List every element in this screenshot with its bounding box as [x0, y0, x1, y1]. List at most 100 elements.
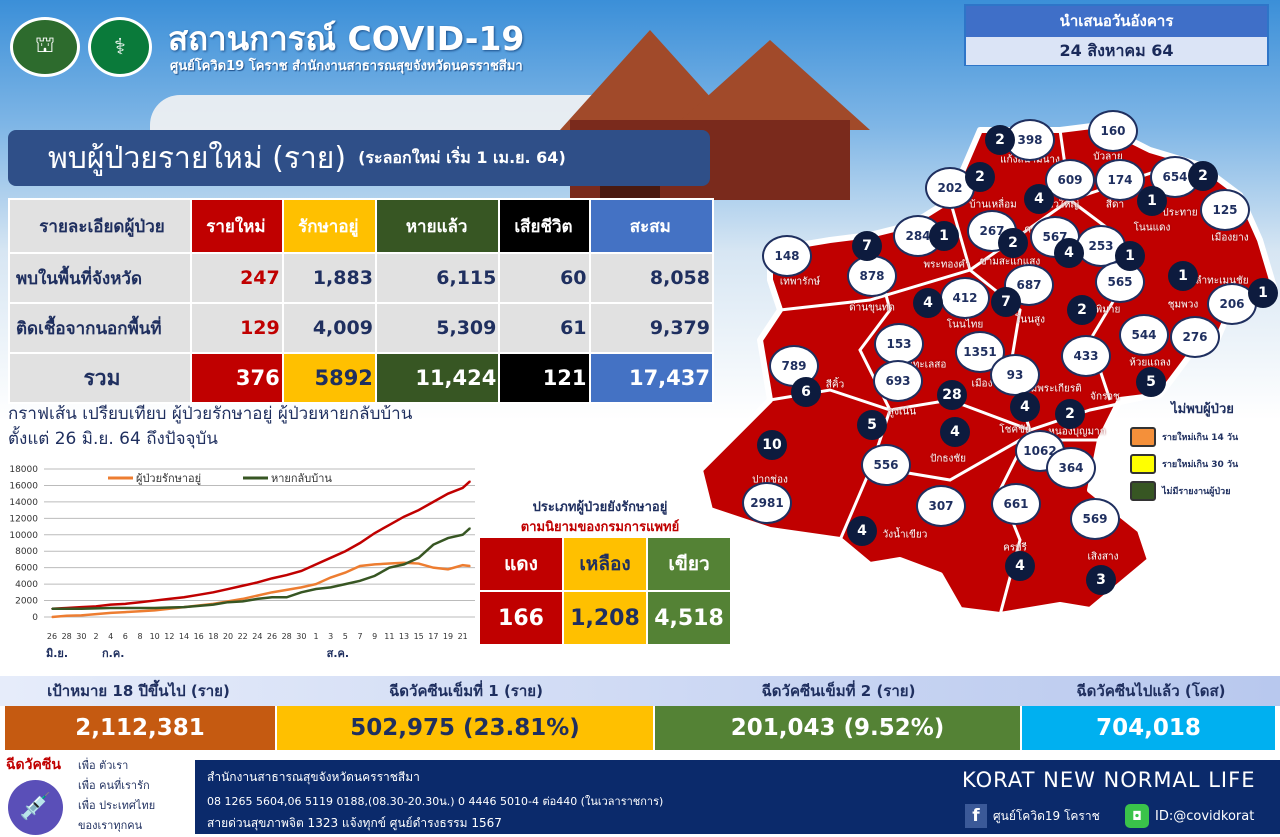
district-name: เฉลิมพระเกียรติ — [1014, 383, 1082, 395]
data-point — [80, 614, 83, 617]
data-point — [241, 584, 244, 587]
district-map: แก้งสนามนางบัวลายบ้านเหลื่อมบัวใหญ่สีดาป… — [690, 110, 1280, 630]
campaign-line: เพื่อ คนที่เรารัก — [78, 779, 150, 792]
data-point — [329, 557, 332, 559]
data-point — [344, 550, 347, 553]
vaccine-target-value: 2,112,381 — [5, 706, 275, 750]
campaign-title: ฉีดวัคซีน — [6, 757, 61, 773]
data-point — [432, 566, 435, 569]
district-name: สีคิ้ว — [825, 379, 845, 391]
vaccine-header: เป้าหมาย 18 ปีขึ้นไป (ราย) ฉีดวัคซีนเข็ม… — [0, 676, 1280, 706]
data-point — [300, 591, 303, 594]
legend-item: รายใหม่เกิน 14 วัน — [1130, 427, 1275, 447]
line-id: ID:@covidkorat — [1155, 808, 1255, 824]
banner-note: (ระลอกใหม่ เริ่ม 1 เม.ย. 64) — [358, 147, 566, 167]
y-tick-label: 18000 — [9, 465, 38, 475]
data-point — [227, 601, 229, 603]
data-point — [65, 614, 68, 617]
x-tick-label: 5 — [343, 632, 348, 641]
cell-recovered: 6,115 — [376, 254, 499, 302]
x-tick-label: 30 — [296, 632, 306, 641]
district-new-cases-bubble: 4 — [847, 516, 877, 546]
data-point — [315, 588, 317, 590]
district-name: ลำทะเมนชัย — [1195, 275, 1249, 287]
data-point — [227, 588, 229, 590]
data-point — [124, 611, 127, 613]
district-new-cases-bubble: 5 — [857, 410, 887, 440]
district-new-cases-bubble: 2 — [998, 228, 1028, 258]
footer-slogan: KORAT NEW NORMAL LIFE — [962, 768, 1256, 792]
y-tick-label: 6000 — [15, 564, 38, 574]
new-cases-banner: พบผู้ป่วยรายใหม่ (ราย) (ระลอกใหม่ เริ่ม … — [8, 130, 710, 186]
data-point — [461, 533, 464, 536]
district-name: โนนสูง — [1014, 314, 1046, 326]
data-point — [403, 563, 405, 566]
footer-phones: 08 1265 5604,06 5119 0188,(08.30-20.30น.… — [207, 795, 664, 808]
cell-treating: 4,009 — [283, 304, 375, 352]
page-title: สถานการณ์ COVID-19 — [168, 19, 525, 58]
district-name: โชคชัย — [999, 424, 1031, 436]
district-new-cases-bubble: 2 — [1055, 399, 1085, 429]
data-point — [469, 527, 471, 529]
data-point — [447, 537, 449, 539]
y-tick-label: 16000 — [9, 481, 38, 491]
y-tick-label: 10000 — [9, 531, 38, 541]
month-label: ก.ค. — [102, 647, 124, 660]
district-new-cases-bubble: 4 — [1054, 238, 1084, 268]
facebook-link[interactable]: f ศูนย์โควิด19 โคราช — [965, 804, 1100, 828]
data-point — [168, 598, 171, 600]
district-new-cases-bubble: 2 — [985, 125, 1015, 155]
y-tick-label: 2000 — [15, 597, 38, 607]
chart-title-line2: ตั้งแต่ 26 มิ.ย. 64 ถึงปัจจุบัน — [8, 429, 218, 449]
cell-deaths: 60 — [500, 254, 589, 302]
line-app-icon: ◘ — [1125, 804, 1149, 828]
x-tick-label: 26 — [47, 632, 57, 641]
header-new: รายใหม่ — [192, 200, 282, 252]
vaccine-dose1-label: ฉีดวัคซีนเข็มที่ 1 (ราย) — [389, 682, 543, 700]
line-link[interactable]: ◘ ID:@covidkorat — [1125, 804, 1254, 828]
banner-title: พบผู้ป่วยรายใหม่ (ราย) — [48, 140, 347, 176]
district-new-cases-bubble: 4 — [913, 288, 943, 318]
data-point — [315, 563, 317, 566]
district-name: ครบุรี — [1003, 542, 1027, 554]
data-point — [109, 607, 112, 609]
data-point — [256, 598, 259, 600]
severity-red-value: 166 — [480, 592, 562, 644]
district-new-cases-bubble: 2 — [965, 162, 995, 192]
cell-cumulative: 8,058 — [590, 254, 712, 302]
data-point — [124, 607, 127, 609]
district-new-cases-bubble: 4 — [1005, 551, 1035, 581]
x-tick-label: 8 — [137, 632, 142, 641]
vaccine-campaign: 💉 ฉีดวัคซีน เพื่อ ตัวเรา เพื่อ คนที่เราร… — [0, 752, 195, 837]
data-point — [300, 586, 303, 589]
district-new-cases-bubble: 7 — [852, 231, 882, 261]
syringe-icon: 💉 — [8, 780, 63, 835]
district-name: ปากช่อง — [752, 474, 788, 486]
data-point — [432, 501, 435, 503]
row-label: ติดเชื้อจากนอกพื้นที่ — [10, 304, 190, 352]
data-point — [153, 607, 156, 609]
data-point — [139, 610, 141, 613]
x-tick-label: 2 — [93, 632, 98, 641]
report-date: 24 สิงหาคม 64 — [966, 37, 1267, 65]
district-name: หนองบุญมาก — [1048, 426, 1106, 438]
date-box: นำเสนอวันอังคาร 24 สิงหาคม 64 — [964, 4, 1269, 66]
x-tick-label: 16 — [194, 632, 204, 641]
district-name: เมือง — [971, 378, 993, 390]
data-point — [469, 480, 471, 483]
row-label: พบในพื้นที่จังหวัด — [10, 254, 190, 302]
data-point — [197, 605, 200, 607]
x-tick-label: 22 — [238, 632, 248, 641]
district-total-bubble: 661 — [991, 483, 1041, 525]
series-line-0 — [51, 480, 471, 611]
x-tick-label: 19 — [443, 632, 453, 641]
series-line-2 — [52, 527, 471, 611]
data-point — [329, 576, 332, 579]
data-point — [212, 591, 215, 594]
legend-label: รายใหม่เกิน 30 วัน — [1162, 460, 1239, 470]
district-total-bubble: 174 — [1095, 159, 1145, 201]
district-total-bubble: 693 — [873, 360, 923, 402]
facebook-name: ศูนย์โควิด19 โคราช — [993, 808, 1100, 823]
severity-grid: แดง เหลือง เขียว 166 1,208 4,518 — [480, 538, 730, 644]
data-point — [344, 571, 347, 574]
